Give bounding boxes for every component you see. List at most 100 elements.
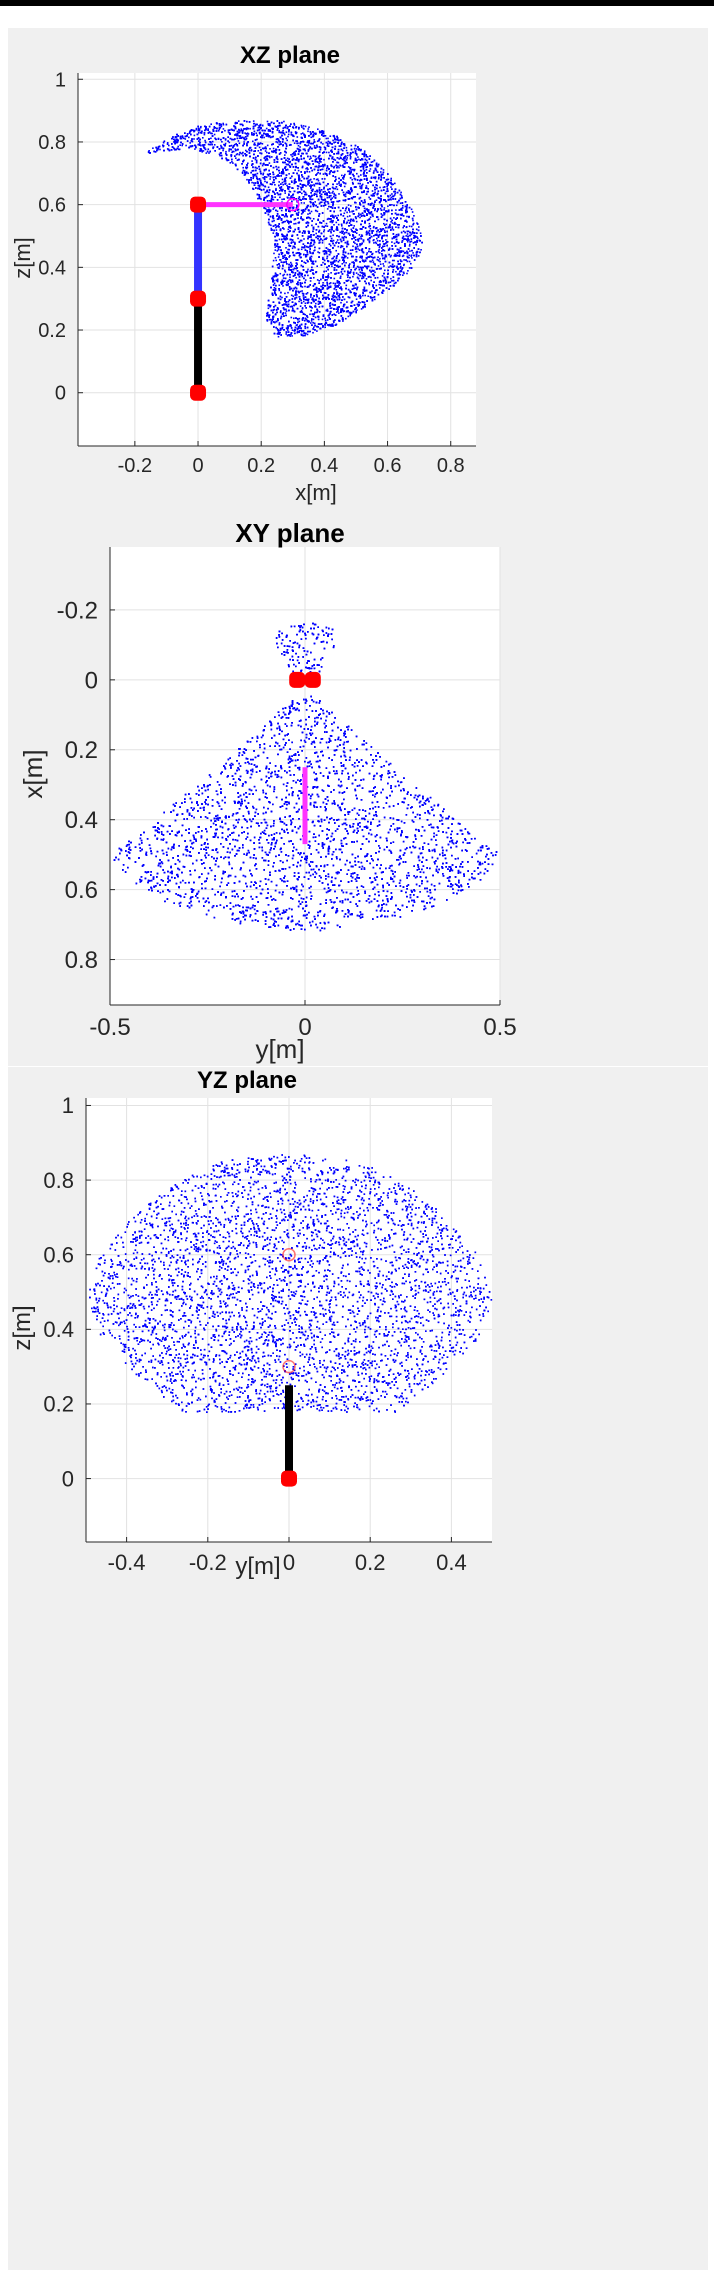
workspace-point: [283, 126, 286, 129]
workspace-point: [302, 300, 305, 303]
workspace-point: [263, 136, 265, 139]
workspace-point: [252, 140, 254, 143]
workspace-point: [383, 258, 386, 260]
workspace-point: [294, 151, 296, 153]
workspace-point: [366, 156, 369, 158]
workspace-point: [245, 172, 247, 175]
workspace-point: [315, 293, 318, 296]
workspace-point: [358, 234, 361, 236]
workspace-point: [276, 155, 278, 158]
workspace-point: [267, 311, 269, 314]
workspace-point: [318, 235, 320, 238]
workspace-point: [297, 144, 300, 147]
workspace-point: [265, 176, 268, 178]
workspace-point: [295, 252, 298, 255]
workspace-point: [277, 256, 280, 258]
workspace-point: [253, 150, 255, 153]
workspace-point: [364, 306, 366, 308]
workspace-point: [273, 191, 275, 194]
workspace-point: [353, 287, 355, 290]
workspace-point: [259, 152, 261, 154]
workspace-point: [207, 128, 209, 130]
workspace-point: [284, 154, 286, 156]
workspace-point: [276, 250, 279, 252]
workspace-point: [378, 234, 380, 237]
workspace-point: [286, 219, 288, 222]
workspace-point: [330, 231, 332, 234]
workspace-point: [278, 322, 281, 324]
workspace-point: [317, 178, 319, 180]
workspace-point: [400, 191, 402, 194]
workspace-point: [325, 151, 328, 154]
workspace-point: [344, 173, 346, 176]
workspace-point: [269, 178, 271, 180]
workspace-point: [373, 170, 375, 172]
workspace-point: [323, 158, 325, 161]
workspace-point: [294, 154, 297, 156]
workspace-point: [281, 178, 284, 181]
workspace-point: [388, 225, 390, 228]
workspace-point: [396, 235, 398, 238]
workspace-point: [384, 224, 386, 226]
workspace-point: [268, 135, 271, 138]
workspace-point: [329, 244, 332, 247]
workspace-point: [316, 330, 318, 332]
workspace-point: [325, 137, 328, 140]
workspace-point: [401, 209, 403, 211]
workspace-point: [313, 288, 315, 291]
workspace-point: [202, 144, 204, 146]
workspace-point: [277, 308, 279, 310]
workspace-point: [290, 316, 293, 319]
workspace-point: [327, 248, 329, 251]
workspace-point: [266, 210, 268, 213]
workspace-point: [322, 256, 324, 259]
workspace-point: [346, 301, 348, 303]
workspace-point: [294, 169, 296, 171]
workspace-point: [261, 164, 264, 167]
workspace-point: [353, 169, 355, 172]
workspace-point: [273, 279, 275, 282]
workspace-point: [337, 272, 339, 274]
workspace-point: [271, 319, 274, 322]
workspace-point: [420, 249, 422, 251]
workspace-point: [357, 273, 360, 276]
workspace-point: [283, 120, 285, 123]
workspace-point: [353, 161, 355, 164]
workspace-point: [305, 185, 307, 187]
workspace-point: [257, 143, 259, 146]
workspace-point: [399, 259, 402, 261]
workspace-point: [305, 144, 307, 147]
workspace-point: [352, 245, 354, 248]
workspace-point: [301, 290, 303, 292]
workspace-point: [365, 253, 368, 256]
workspace-point: [391, 204, 393, 206]
workspace-point: [256, 172, 259, 175]
workspace-point: [212, 147, 214, 150]
workspace-point: [350, 169, 352, 171]
workspace-point: [259, 171, 262, 173]
workspace-point: [311, 307, 313, 309]
workspace-point: [406, 215, 408, 218]
workspace-point: [274, 246, 277, 248]
workspace-point: [318, 187, 321, 189]
workspace-point: [366, 252, 368, 254]
workspace-point: [252, 120, 255, 122]
workspace-point: [391, 241, 393, 243]
workspace-point: [304, 245, 306, 247]
workspace-point: [312, 318, 315, 321]
workspace-point: [356, 154, 358, 156]
workspace-point: [310, 296, 312, 298]
workspace-point: [374, 191, 376, 194]
workspace-point: [393, 259, 395, 262]
workspace-point: [300, 202, 303, 204]
workspace-point: [338, 312, 340, 314]
workspace-point: [329, 302, 332, 304]
workspace-point: [346, 257, 349, 259]
workspace-point: [331, 197, 333, 199]
workspace-point: [229, 162, 232, 164]
workspace-point: [293, 230, 295, 233]
workspace-point: [347, 154, 349, 157]
workspace-point: [344, 193, 347, 195]
